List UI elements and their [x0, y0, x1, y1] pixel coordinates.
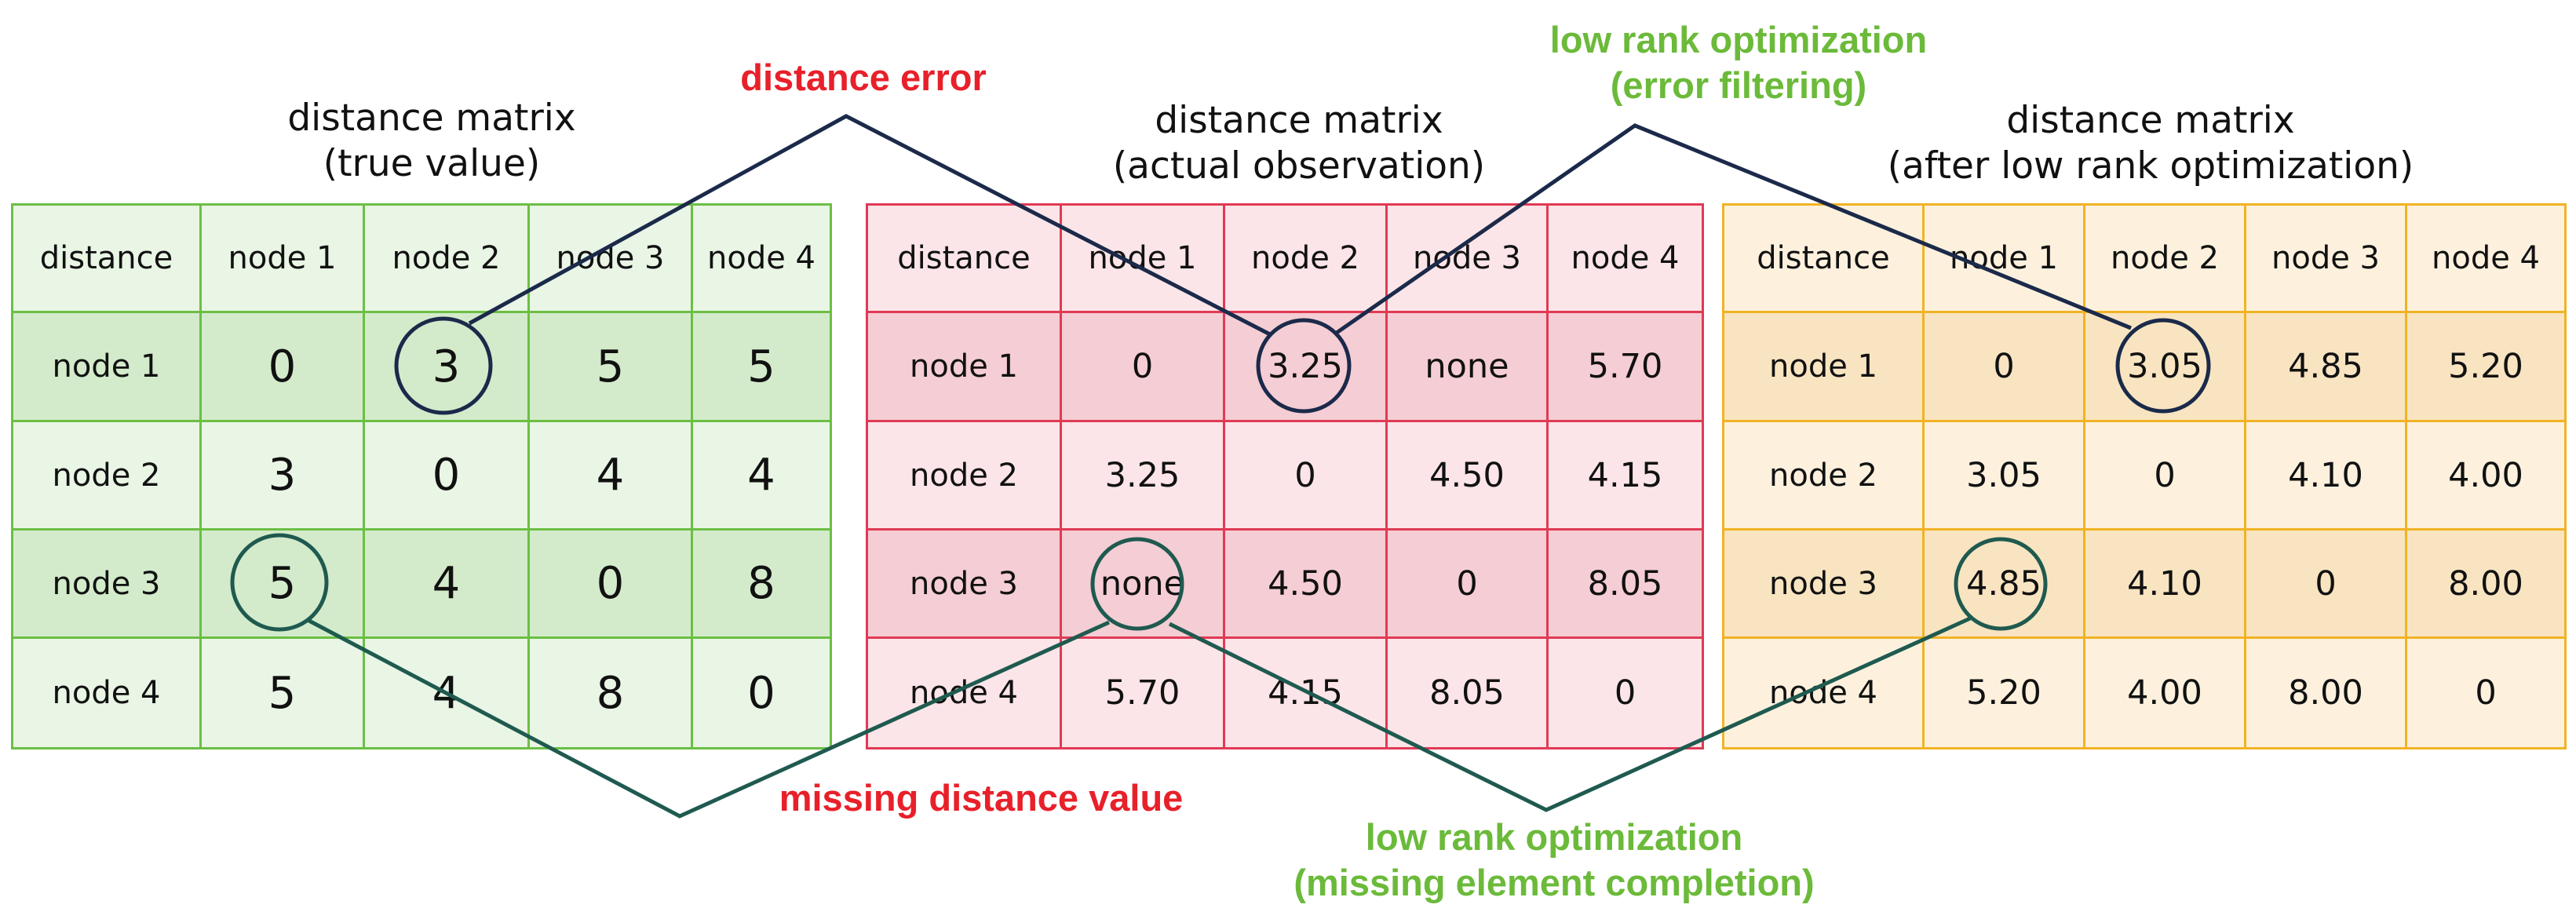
corner-header: distance	[11, 203, 202, 313]
optimized-title-line2: (after low rank optimization)	[1887, 144, 2414, 188]
matrix-cell: 4.00	[2405, 420, 2567, 531]
matrix-cell: 5.20	[1922, 636, 2085, 749]
observation-title-line2: (actual observation)	[1112, 144, 1486, 188]
row-header: node 1	[11, 311, 202, 422]
true-value-title-line2: (true value)	[323, 142, 541, 185]
missing-distance-value-label: missing distance value	[779, 777, 1184, 819]
matrix-cell: 3	[199, 420, 365, 531]
row-header: node 3	[11, 528, 202, 639]
row-header: node 2	[11, 420, 202, 531]
matrix-cell: 0	[1385, 528, 1549, 639]
matrix-cell: 0	[1546, 636, 1704, 749]
matrix-cell: 4.15	[1546, 420, 1704, 531]
matrix-cell: 0	[2083, 420, 2246, 531]
column-header: node 2	[1223, 203, 1388, 313]
matrix-cell: 4.15	[1223, 636, 1388, 749]
matrix-cell: 4.50	[1223, 528, 1388, 639]
row-header: node 3	[866, 528, 1062, 639]
row-header: node 4	[866, 636, 1062, 749]
column-header: node 4	[691, 203, 832, 313]
true-value-title-line1: distance matrix	[287, 97, 576, 140]
matrix-cell: 8	[527, 636, 693, 749]
row-header: node 1	[1722, 311, 1925, 422]
column-header: node 2	[363, 203, 530, 313]
lro-error-filtering-line2: (error filtering)	[1610, 64, 1867, 106]
column-header: node 3	[527, 203, 693, 313]
row-header: node 3	[1722, 528, 1925, 639]
matrix-cell: 5	[199, 636, 365, 749]
column-header: node 4	[1546, 203, 1704, 313]
matrix-cell: 5.70	[1060, 636, 1225, 749]
observation-matrix: distance node 1 node 2 node 3 node 4 nod…	[866, 203, 1704, 749]
lro-missing-completion-line2: (missing element completion)	[1293, 862, 1815, 903]
observation-title: distance matrix (actual observation)	[1044, 98, 1554, 189]
matrix-cell: 3.05	[1922, 420, 2085, 531]
lro-missing-completion-label: low rank optimization (missing element c…	[1256, 815, 1852, 906]
column-header: node 1	[1060, 203, 1225, 313]
matrix-cell: 4	[363, 636, 530, 749]
matrix-cell: none	[1385, 311, 1549, 422]
lro-error-filtering-line1: low rank optimization	[1549, 19, 1928, 60]
matrix-cell: 4.00	[2083, 636, 2246, 749]
matrix-cell: 3.05	[2083, 311, 2246, 422]
row-header: node 2	[1722, 420, 1925, 531]
matrix-cell: 0	[199, 311, 365, 422]
matrix-cell: 4	[691, 420, 832, 531]
column-header: node 3	[2244, 203, 2407, 313]
optimized-title: distance matrix (after low rank optimiza…	[1868, 98, 2433, 189]
lro-missing-completion-line1: low rank optimization	[1365, 816, 1743, 858]
corner-header: distance	[1722, 203, 1925, 313]
matrix-cell: 0	[691, 636, 832, 749]
matrix-cell: 8.00	[2244, 636, 2407, 749]
corner-header: distance	[866, 203, 1062, 313]
matrix-cell: 0	[2405, 636, 2567, 749]
matrix-cell: 5	[691, 311, 832, 422]
matrix-cell: 8.05	[1546, 528, 1704, 639]
matrix-cell: 5	[527, 311, 693, 422]
row-header: node 4	[11, 636, 202, 749]
distance-error-label: distance error	[740, 57, 987, 98]
matrix-cell: 4	[363, 528, 530, 639]
matrix-cell: 4.50	[1385, 420, 1549, 531]
matrix-cell: 0	[363, 420, 530, 531]
row-header: node 4	[1722, 636, 1925, 749]
column-header: node 3	[1385, 203, 1549, 313]
matrix-cell: 8	[691, 528, 832, 639]
true-value-title: distance matrix (true value)	[196, 96, 667, 187]
matrix-cell: 0	[2244, 528, 2407, 639]
matrix-cell: 5.70	[1546, 311, 1704, 422]
matrix-cell: 3	[363, 311, 530, 422]
matrix-cell: 4.85	[1922, 528, 2085, 639]
column-header: node 2	[2083, 203, 2246, 313]
row-header: node 2	[866, 420, 1062, 531]
matrix-cell: 0	[1060, 311, 1225, 422]
matrix-cell: none	[1060, 528, 1225, 639]
matrix-cell: 4	[527, 420, 693, 531]
column-header: node 1	[199, 203, 365, 313]
column-header: node 4	[2405, 203, 2567, 313]
true-value-matrix: distance node 1 node 2 node 3 node 4 nod…	[11, 203, 832, 749]
matrix-cell: 0	[527, 528, 693, 639]
matrix-cell: 5	[199, 528, 365, 639]
matrix-cell: 4.85	[2244, 311, 2407, 422]
matrix-cell: 0	[1922, 311, 2085, 422]
optimized-matrix: distance node 1 node 2 node 3 node 4 nod…	[1722, 203, 2567, 749]
matrix-cell: 5.20	[2405, 311, 2567, 422]
matrix-cell: 8.00	[2405, 528, 2567, 639]
matrix-cell: 4.10	[2083, 528, 2246, 639]
matrix-cell: 4.10	[2244, 420, 2407, 531]
lro-error-filtering-label: low rank optimization (error filtering)	[1436, 17, 2041, 108]
matrix-cell: 3.25	[1060, 420, 1225, 531]
matrix-cell: 0	[1223, 420, 1388, 531]
row-header: node 1	[866, 311, 1062, 422]
matrix-cell: 3.25	[1223, 311, 1388, 422]
matrix-cell: 8.05	[1385, 636, 1549, 749]
column-header: node 1	[1922, 203, 2085, 313]
